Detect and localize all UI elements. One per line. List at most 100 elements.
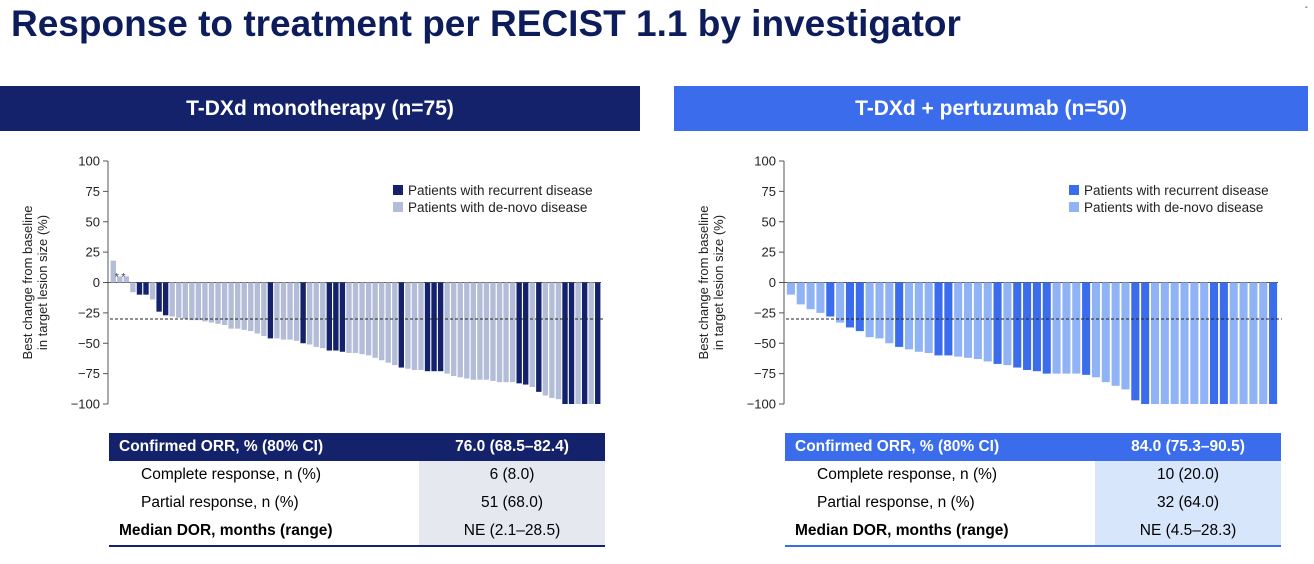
bar xyxy=(1141,282,1150,404)
bar xyxy=(1062,282,1071,374)
corner-mark: - xyxy=(1304,2,1308,13)
bar xyxy=(1121,282,1130,390)
bar xyxy=(836,282,845,323)
table-row: Complete response, n (%) 6 (8.0) xyxy=(109,461,605,489)
y-tick-label: −25 xyxy=(78,305,100,320)
bar xyxy=(954,282,963,357)
bar xyxy=(182,282,188,319)
bar xyxy=(555,282,562,400)
table-row: Confirmed ORR, % (80% CI) 84.0 (75.3–90.… xyxy=(785,433,1281,461)
table-row: Partial response, n (%) 32 (64.0) xyxy=(785,489,1281,517)
bar xyxy=(287,282,293,340)
bar xyxy=(529,282,535,387)
bar xyxy=(241,282,247,330)
bar xyxy=(904,282,914,350)
bar xyxy=(964,282,973,358)
bar xyxy=(457,282,463,378)
y-tick-label: 25 xyxy=(86,245,100,260)
bar xyxy=(267,282,274,339)
y-tick-label: −100 xyxy=(71,397,100,412)
bar xyxy=(1170,282,1179,404)
bar xyxy=(1052,282,1061,374)
bar xyxy=(1072,282,1081,374)
bar xyxy=(523,282,529,385)
bar xyxy=(1180,282,1189,404)
bar xyxy=(1111,282,1120,386)
bar xyxy=(346,282,352,353)
bar xyxy=(424,282,431,372)
bar xyxy=(444,282,450,374)
bar xyxy=(215,282,221,324)
response-table-pertuzumab: Confirmed ORR, % (80% CI) 84.0 (75.3–90.… xyxy=(785,433,1281,547)
bar xyxy=(1023,282,1032,370)
y-tick-label: 25 xyxy=(762,245,776,260)
bar xyxy=(385,282,391,363)
bar xyxy=(865,282,874,338)
y-tick-label: 75 xyxy=(762,184,776,199)
bar xyxy=(405,282,411,369)
bar xyxy=(509,282,516,383)
bar xyxy=(372,282,378,358)
bar xyxy=(875,282,884,339)
bar xyxy=(895,282,904,347)
row-label: Confirmed ORR, % (80% CI) xyxy=(785,433,1095,461)
y-tick-label: 75 xyxy=(86,184,100,199)
bar xyxy=(816,282,825,313)
bar xyxy=(1229,282,1238,404)
y-tick-label: −100 xyxy=(747,397,776,412)
row-label: Median DOR, months (range) xyxy=(785,517,1095,547)
bar xyxy=(588,282,594,404)
legend-label: Patients with recurrent disease xyxy=(1084,183,1269,198)
bar xyxy=(581,282,588,404)
bar xyxy=(326,282,332,351)
bar xyxy=(568,282,575,404)
bar xyxy=(130,282,136,293)
bar xyxy=(973,282,982,360)
bar xyxy=(176,282,182,318)
bar xyxy=(1200,282,1209,404)
bar xyxy=(1219,282,1228,404)
row-value: NE (4.5–28.3) xyxy=(1095,517,1281,547)
bar xyxy=(221,282,228,326)
y-tick-label: 50 xyxy=(762,214,776,229)
row-value: 76.0 (68.5–82.4) xyxy=(419,433,605,461)
bar xyxy=(451,282,457,377)
bar xyxy=(490,282,496,381)
page-title: Response to treatment per RECIST 1.1 by … xyxy=(11,3,961,44)
bar xyxy=(549,282,555,398)
response-table-monotherapy: Confirmed ORR, % (80% CI) 76.0 (68.5–82.… xyxy=(109,433,605,547)
bar xyxy=(437,282,444,372)
bar xyxy=(280,282,287,340)
bar xyxy=(162,282,169,316)
bar xyxy=(993,282,1002,364)
row-label: Partial response, n (%) xyxy=(141,494,299,511)
bar xyxy=(796,282,805,305)
bar xyxy=(339,282,346,352)
bar xyxy=(136,282,143,295)
bar xyxy=(855,282,864,332)
bar xyxy=(1003,282,1012,366)
bar xyxy=(398,282,405,368)
bar xyxy=(143,282,149,295)
bar xyxy=(575,282,581,404)
row-value: 32 (64.0) xyxy=(1095,489,1281,517)
row-label: Confirmed ORR, % (80% CI) xyxy=(109,433,419,461)
table-row: Partial response, n (%) 51 (68.0) xyxy=(109,489,605,517)
y-tick-label: 100 xyxy=(754,154,776,169)
bar xyxy=(1269,282,1278,404)
bar xyxy=(359,282,365,355)
row-value: 6 (8.0) xyxy=(419,461,605,489)
bar xyxy=(117,276,123,283)
y-axis-label: in target lesion size (%) xyxy=(711,215,726,350)
bar xyxy=(464,282,470,379)
waterfall-chart-pertuzumab: 100 75 50 25 0 −25 −50 −75 −100 Best change from … xyxy=(696,154,1282,412)
table-row: Confirmed ORR, % (80% CI) 76.0 (68.5–82.… xyxy=(109,433,605,461)
legend-swatch xyxy=(393,185,403,195)
bar xyxy=(1190,282,1199,404)
bar xyxy=(195,282,202,321)
bar xyxy=(536,282,542,392)
legend-label: Patients with recurrent disease xyxy=(408,183,593,198)
bar xyxy=(542,282,549,396)
bar xyxy=(189,282,195,321)
bar xyxy=(1131,282,1140,401)
